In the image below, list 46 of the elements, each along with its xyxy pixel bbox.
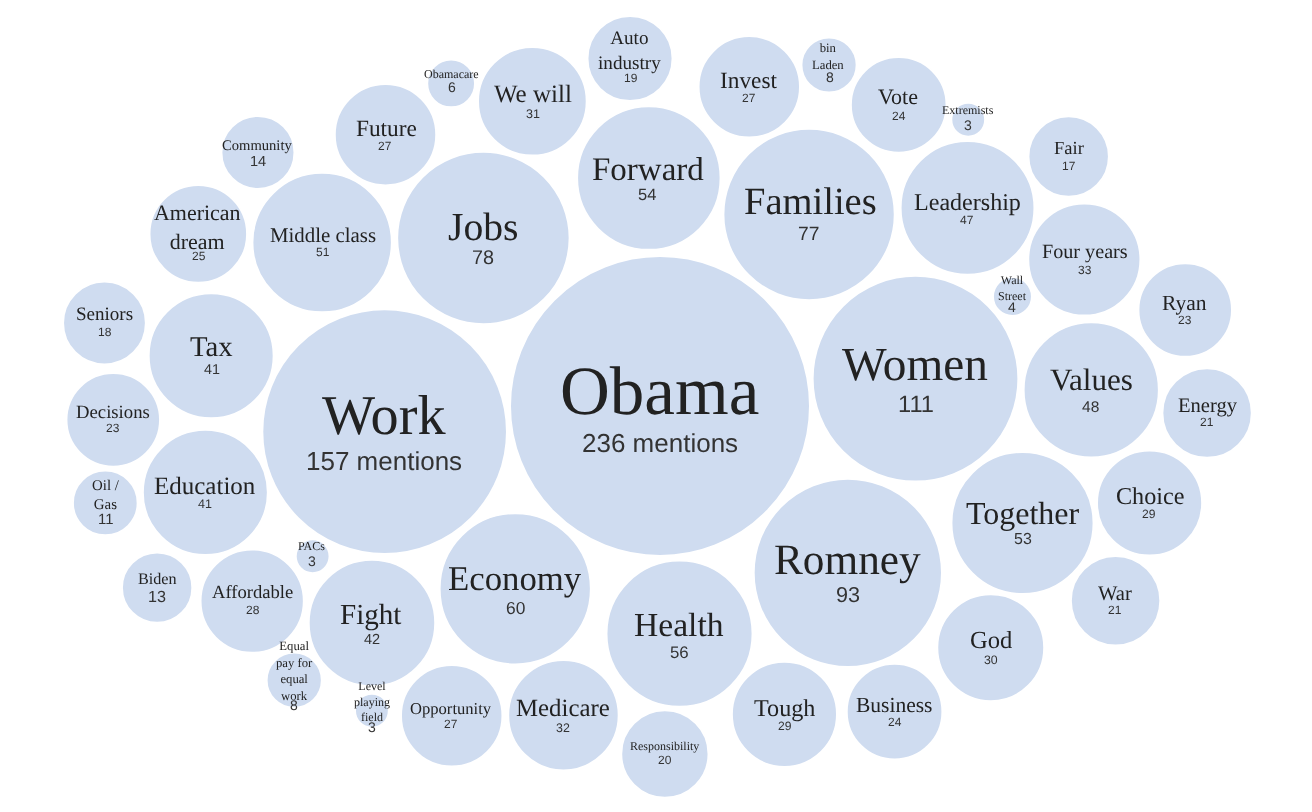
data-label: 77: [798, 224, 820, 246]
category-label: Romney: [774, 536, 922, 584]
category-label: Biden: [138, 570, 177, 588]
category-label: Tough: [754, 694, 816, 722]
category-label: Business: [856, 694, 933, 718]
data-label: 93: [836, 584, 861, 608]
data-label: 60: [506, 598, 526, 618]
category-label: Choice: [1116, 482, 1185, 510]
category-label: Women: [842, 340, 989, 392]
category-label: Medicare: [516, 694, 611, 722]
category-label: Economy: [448, 560, 582, 598]
category-label: Invest: [720, 68, 779, 94]
category-label: We will: [494, 80, 573, 108]
data-label: 13: [148, 588, 167, 606]
category-label: Affordable: [212, 584, 294, 604]
category-label: Future: [356, 116, 417, 142]
category-label: War: [1098, 584, 1133, 606]
category-label: Auto industry: [598, 28, 662, 75]
category-label: Fair: [1054, 140, 1084, 160]
category-label: Work: [322, 386, 448, 448]
data-label: 54: [638, 186, 658, 204]
category-label: God: [970, 626, 1013, 654]
category-label: Families: [744, 182, 877, 224]
category-label: Health: [634, 606, 725, 644]
category-label: Four years: [1042, 242, 1128, 264]
category-label: Together: [966, 498, 1081, 532]
category-label: Energy: [1178, 396, 1239, 418]
data-label: 111: [898, 390, 934, 418]
data-label: 236 mentions: [582, 428, 740, 458]
category-label: Vote: [878, 86, 919, 110]
category-label: Education: [154, 472, 257, 500]
category-label: Values: [1050, 364, 1133, 398]
data-label: 157 mentions: [306, 446, 464, 476]
category-label: Decisions: [76, 404, 151, 424]
data-label: 56: [670, 642, 690, 662]
category-label: Ryan: [1162, 292, 1208, 316]
category-label: Forward: [592, 150, 706, 188]
category-label: Opportunity: [410, 700, 493, 718]
category-label: Jobs: [448, 206, 519, 250]
category-label: Fight: [340, 600, 402, 632]
category-label: Obama: [560, 354, 760, 430]
category-label: Middle class: [270, 226, 377, 248]
category-label: Leadership: [914, 188, 1021, 216]
category-label: Seniors: [76, 306, 134, 326]
category-label: Tax: [190, 332, 233, 364]
data-label: 78: [472, 248, 496, 270]
